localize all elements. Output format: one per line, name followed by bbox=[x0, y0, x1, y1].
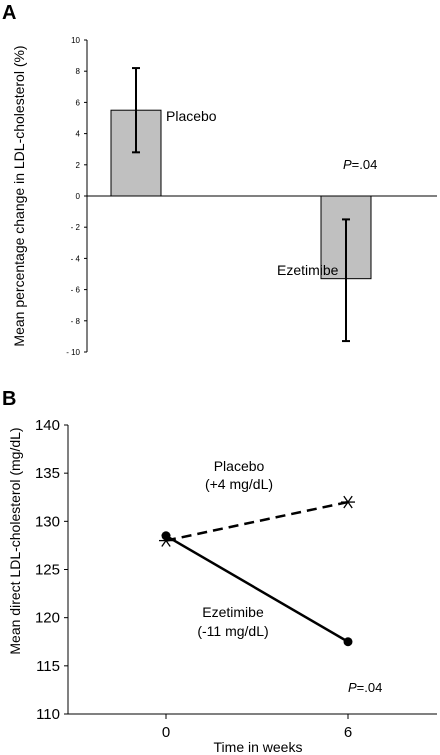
panel-b-placebo-line bbox=[165, 500, 349, 542]
panel-a-y-tick-label: 8 bbox=[76, 67, 81, 76]
panel-b-x-tick-label: 0 bbox=[162, 724, 170, 741]
panel-b-placebo-note: (+4 mg/dL) bbox=[205, 476, 273, 492]
panel-b-p-value: P=.04 bbox=[348, 680, 382, 695]
panel-b-placebo-point bbox=[341, 495, 355, 509]
panel-a-y-tick-label: - 8 bbox=[71, 317, 81, 326]
panel-b-y-tick-label: 110 bbox=[36, 706, 60, 723]
panel-a-y-ticks: 10 8 6 4 2 0 - 2 - 4 - 6 - 8 - 10 bbox=[66, 36, 87, 357]
panel-b-letter: B bbox=[2, 388, 16, 410]
panel-b-y-tick-label: 130 bbox=[35, 513, 60, 530]
panel-a-letter: A bbox=[2, 2, 16, 24]
panel-b-ezetimibe-label: Ezetimibe bbox=[202, 604, 264, 620]
panel-b-y-tick-label: 140 bbox=[35, 417, 60, 434]
panel-b-placebo-label: Placebo bbox=[214, 458, 265, 474]
panel-b-ezetimibe-line bbox=[165, 534, 349, 643]
panel-a-p-value: P=.04 bbox=[343, 157, 377, 172]
panel-a-y-tick-label: 0 bbox=[76, 192, 81, 201]
panel-a: A Mean percentage change in LDL-choleste… bbox=[2, 2, 437, 357]
panel-b-y-tick-label: 120 bbox=[35, 610, 60, 627]
panel-a-placebo-label: Placebo bbox=[166, 108, 217, 124]
panel-a-y-tick-label: - 10 bbox=[66, 348, 80, 357]
panel-b-y-tick-label: 135 bbox=[35, 465, 60, 482]
panel-a-y-tick-label: - 4 bbox=[71, 254, 81, 263]
panel-a-ezetimibe-label: Ezetimibe bbox=[277, 262, 339, 278]
panel-a-y-tick-label: 6 bbox=[76, 98, 81, 107]
panel-b-y-axis-title: Mean direct LDL-cholesterol (mg/dL) bbox=[7, 427, 23, 654]
panel-a-y-tick-label: 10 bbox=[71, 36, 80, 45]
panel-a-y-tick-label: - 6 bbox=[71, 286, 81, 295]
panel-a-bars bbox=[110, 67, 372, 343]
panel-a-y-tick-label: - 2 bbox=[71, 223, 81, 232]
panel-b-x-axis-title: Time in weeks bbox=[214, 739, 303, 755]
panel-a-y-tick-label: 4 bbox=[76, 130, 81, 139]
panel-b-ezetimibe-point bbox=[161, 531, 171, 541]
panel-b-ezetimibe-note: (-11 mg/dL) bbox=[197, 623, 268, 639]
panel-b-series bbox=[159, 495, 355, 647]
panel-b-y-tick-label: 115 bbox=[36, 658, 60, 675]
panel-b-y-tick-label: 125 bbox=[35, 562, 60, 579]
panel-b: B Mean direct LDL-cholesterol (mg/dL) 14… bbox=[2, 388, 437, 755]
panel-b-ezetimibe-point bbox=[343, 637, 353, 647]
panel-b-x-tick-label: 6 bbox=[344, 724, 352, 741]
panel-a-y-tick-label: 2 bbox=[76, 161, 81, 170]
panel-a-y-axis-title: Mean percentage change in LDL-cholestero… bbox=[11, 45, 27, 346]
panel-b-y-ticks: 140 135 130 125 120 115 110 bbox=[35, 417, 68, 723]
